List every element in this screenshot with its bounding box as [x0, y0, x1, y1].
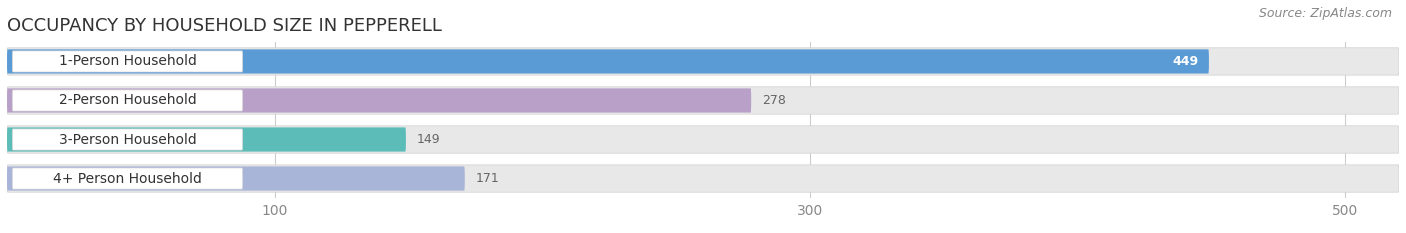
FancyBboxPatch shape — [13, 51, 243, 72]
Text: OCCUPANCY BY HOUSEHOLD SIZE IN PEPPERELL: OCCUPANCY BY HOUSEHOLD SIZE IN PEPPERELL — [7, 17, 441, 35]
FancyBboxPatch shape — [13, 129, 243, 150]
FancyBboxPatch shape — [7, 87, 1399, 114]
FancyBboxPatch shape — [13, 90, 243, 111]
Text: 1-Person Household: 1-Person Household — [59, 55, 197, 69]
Text: 149: 149 — [416, 133, 440, 146]
Text: 278: 278 — [762, 94, 786, 107]
Text: 449: 449 — [1173, 55, 1198, 68]
FancyBboxPatch shape — [7, 166, 465, 191]
FancyBboxPatch shape — [7, 127, 406, 152]
Text: Source: ZipAtlas.com: Source: ZipAtlas.com — [1258, 7, 1392, 20]
FancyBboxPatch shape — [13, 168, 243, 189]
Text: 3-Person Household: 3-Person Household — [59, 133, 197, 147]
FancyBboxPatch shape — [7, 126, 1399, 153]
FancyBboxPatch shape — [7, 165, 1399, 192]
FancyBboxPatch shape — [7, 48, 1399, 75]
Text: 4+ Person Household: 4+ Person Household — [53, 171, 202, 185]
FancyBboxPatch shape — [7, 49, 1209, 74]
Text: 2-Person Household: 2-Person Household — [59, 93, 197, 107]
Text: 171: 171 — [475, 172, 499, 185]
FancyBboxPatch shape — [7, 88, 751, 113]
